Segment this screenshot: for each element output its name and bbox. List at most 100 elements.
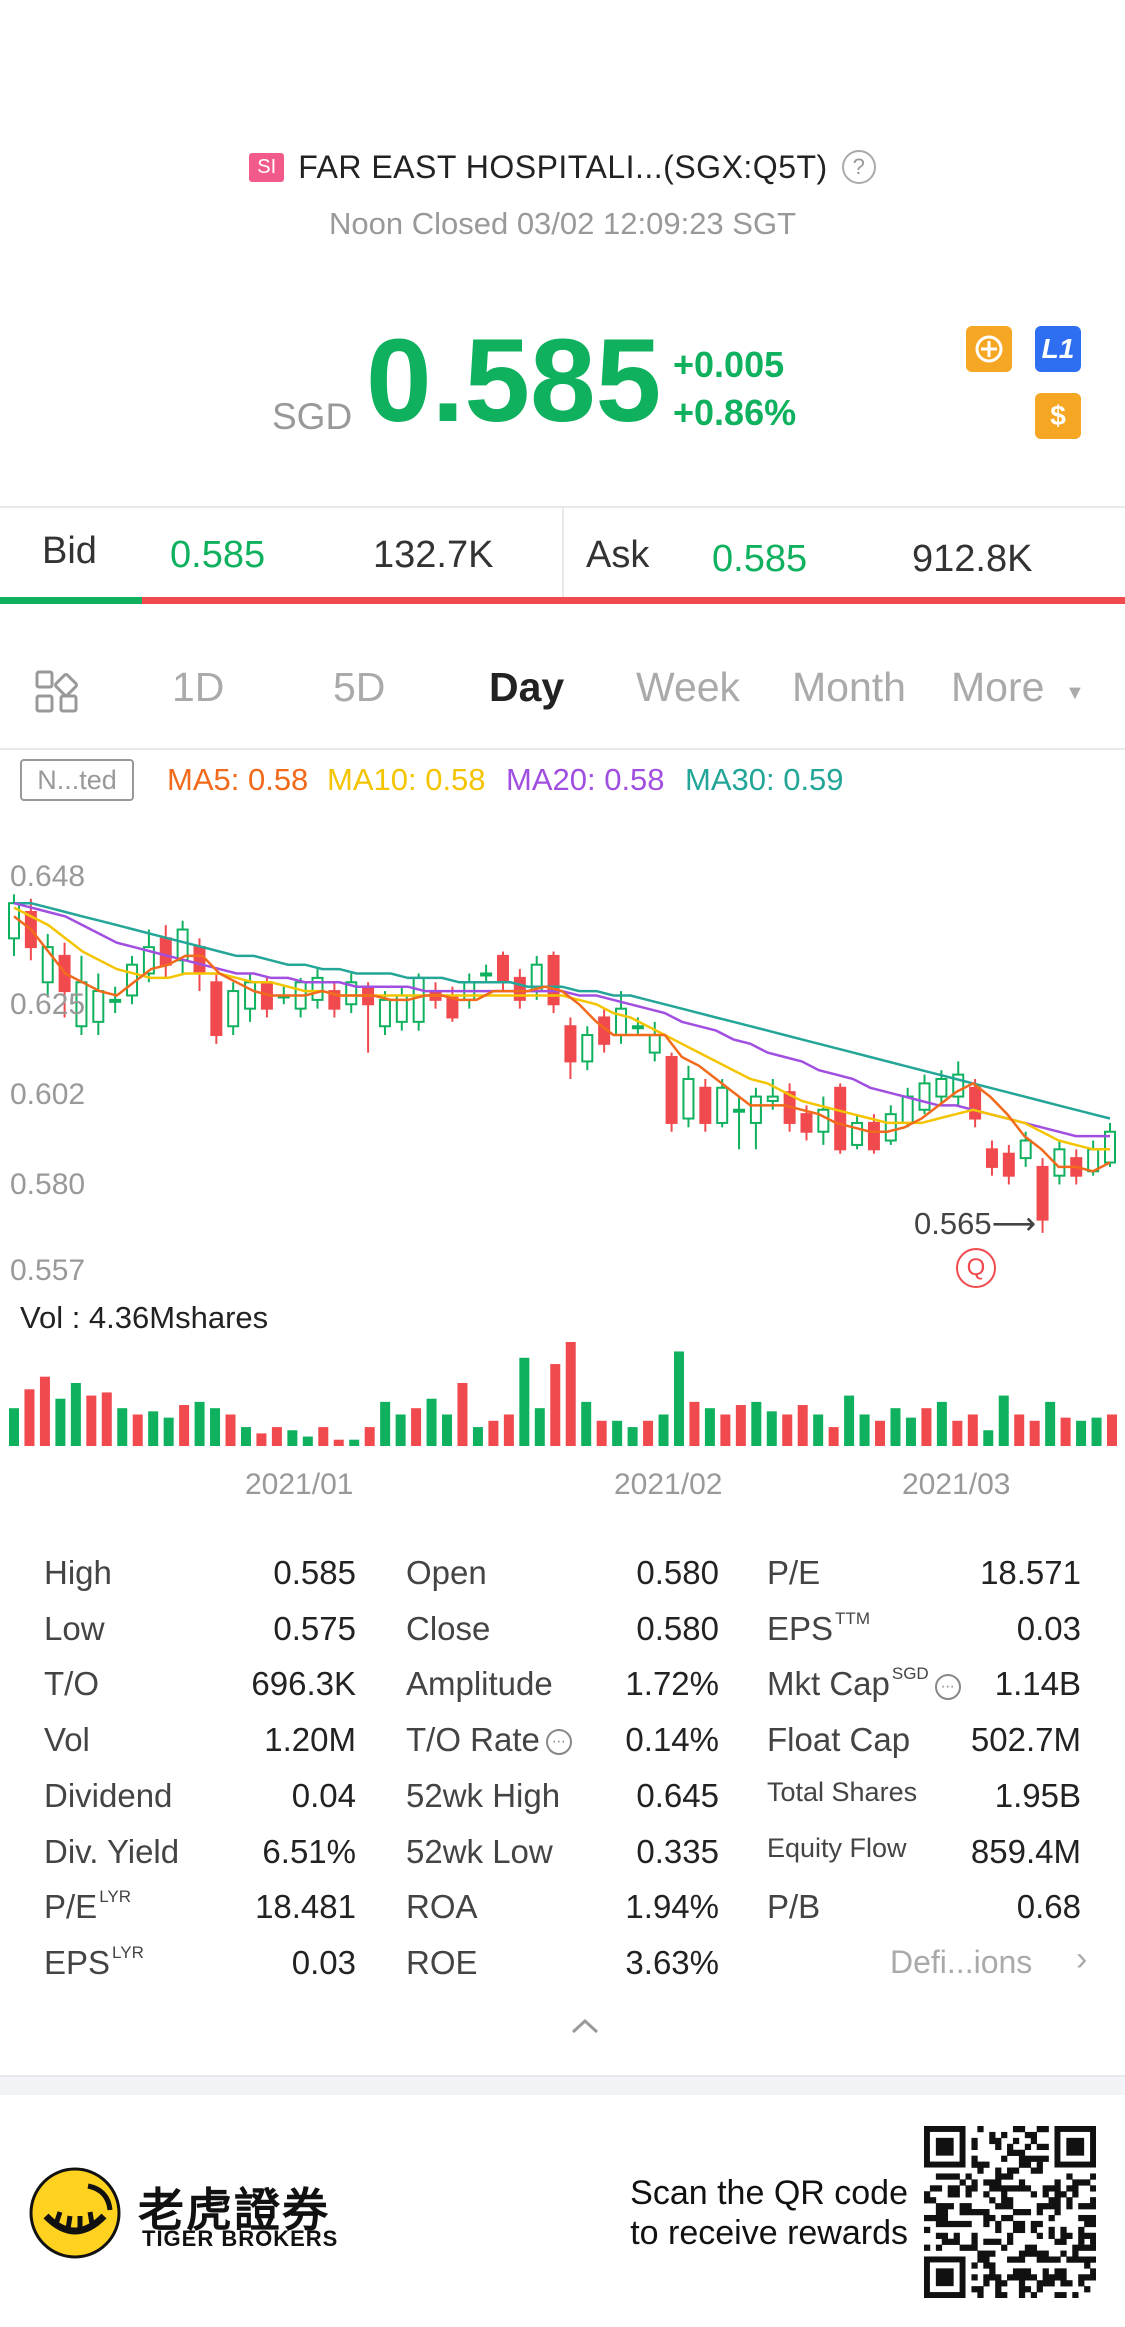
tab-more[interactable]: More (951, 664, 1045, 710)
candlestick-chart[interactable] (0, 840, 1125, 1300)
tab-week[interactable]: Week (636, 664, 741, 710)
qr-module (1060, 2238, 1067, 2245)
sun-icon[interactable] (966, 326, 1012, 372)
qr-module (1018, 2161, 1026, 2168)
tab-1d[interactable]: 1D (172, 664, 225, 710)
qr-module (1054, 2185, 1061, 2192)
stat-row: ROE 3.63% (406, 1944, 719, 1982)
qr-module (1036, 2286, 1043, 2293)
grid-icon[interactable] (34, 669, 80, 720)
tab-5d[interactable]: 5D (333, 664, 386, 710)
volume-bar (905, 1417, 916, 1446)
qr-module (1042, 2191, 1049, 2198)
qr-module (1036, 2209, 1043, 2216)
info-icon[interactable]: ⋯ (934, 1673, 961, 1700)
qr-module (1060, 2232, 1067, 2239)
volume-bar (503, 1414, 514, 1446)
stat-label: Mkt Cap SGD⋯ (767, 1664, 961, 1703)
stat-label: Float Cap (767, 1721, 911, 1759)
qr-module (965, 2185, 972, 2192)
chevron-right-icon[interactable]: › (1076, 1940, 1088, 1978)
qr-module (1012, 2137, 1020, 2145)
stat-row: Total Shares 1.95B (767, 1777, 1081, 1815)
chevron-up-icon[interactable] (570, 2016, 600, 2041)
volume-bar (1060, 1417, 1071, 1446)
bid-price[interactable]: 0.585 (170, 534, 266, 576)
indicator-selector[interactable]: N...ted (20, 759, 134, 801)
candle (884, 1105, 897, 1145)
qr-module (1066, 2280, 1073, 2287)
stock-name[interactable]: FAR EAST HOSPITALI...(SGX:Q5T) (298, 148, 828, 185)
candle (294, 977, 307, 1018)
stat-row: Vol 1.20M (44, 1721, 356, 1759)
qr-module (1018, 2209, 1026, 2216)
y-tick-label: 0.602 (10, 1078, 86, 1111)
stat-row: Low 0.575 (44, 1610, 356, 1648)
candle (176, 920, 189, 974)
y-tick-label: 0.648 (10, 860, 86, 893)
stat-row: P/E LYR 18.481 (44, 1887, 356, 1926)
ask-price[interactable]: 0.585 (712, 538, 808, 580)
qr-module (929, 2197, 937, 2204)
qr-module (1054, 2238, 1061, 2245)
volume-bar (302, 1436, 313, 1446)
stat-row: Amplitude 1.72% (406, 1665, 719, 1703)
candle-body (766, 1095, 779, 1102)
qr-module (1060, 2226, 1067, 2234)
qr-module (1024, 2268, 1032, 2275)
qr-module (1024, 2143, 1032, 2151)
qr-module (1007, 2197, 1014, 2204)
qr-module (1036, 2256, 1043, 2263)
stat-label: Total Shares (767, 1776, 918, 1807)
volume-bar (194, 1401, 205, 1446)
qr-module (1001, 2244, 1008, 2251)
help-icon[interactable]: ? (841, 150, 876, 184)
qr-module (1018, 2220, 1026, 2228)
qr-module (971, 2274, 978, 2281)
divider (0, 748, 1125, 750)
qr-module (1090, 2238, 1096, 2245)
qr-module (935, 2220, 943, 2228)
volume-bar (472, 1427, 483, 1446)
qr-module (983, 2179, 990, 2186)
candle (260, 977, 273, 1018)
volume-bar (55, 1398, 66, 1446)
stat-value: 0.14% (625, 1721, 719, 1759)
brand-name-cn: 老虎證券 (138, 2184, 330, 2236)
candle-body (682, 1077, 695, 1120)
stat-row: EPS TTM 0.03 (767, 1608, 1081, 1648)
tab-day[interactable]: Day (489, 664, 565, 710)
qr-module (1018, 2274, 1026, 2281)
qr-module (1007, 2232, 1014, 2239)
candle-body (615, 1007, 628, 1037)
candle (985, 1140, 998, 1176)
volume-bar (287, 1430, 298, 1446)
stat-row: T/O 696.3K (44, 1665, 356, 1703)
l1-icon[interactable]: L1 (1035, 326, 1081, 372)
x-tick-label: 2021/02 (614, 1468, 723, 1501)
x-tick-label: 2021/01 (245, 1468, 354, 1501)
volume-bar (1029, 1420, 1040, 1446)
stat-label: P/E LYR (44, 1887, 132, 1926)
qr-module (1042, 2280, 1049, 2287)
qr-module (971, 2244, 978, 2251)
qr-module (924, 2214, 931, 2222)
volume-bar (998, 1395, 1009, 1446)
info-icon[interactable]: ⋯ (545, 1729, 572, 1756)
candle (210, 973, 223, 1044)
event-marker-icon[interactable]: Q (956, 1248, 996, 1288)
stat-label-sup: TTM (835, 1608, 870, 1628)
dollar-icon[interactable]: $ (1035, 393, 1081, 439)
qr-module (1072, 2244, 1079, 2251)
tab-month[interactable]: Month (792, 664, 906, 710)
qr-module (941, 2173, 949, 2180)
qr-module (965, 2203, 972, 2210)
qr-module (1024, 2161, 1032, 2168)
volume-bar (132, 1414, 143, 1446)
volume-bar (581, 1401, 592, 1446)
qr-module (1018, 2286, 1026, 2293)
definitions-link[interactable]: Defi...ions (890, 1944, 1033, 1980)
y-tick-label: 0.625 (10, 988, 86, 1021)
x-tick-label: 2021/03 (902, 1468, 1011, 1501)
chevron-down-icon[interactable]: ▼ (1065, 682, 1085, 704)
